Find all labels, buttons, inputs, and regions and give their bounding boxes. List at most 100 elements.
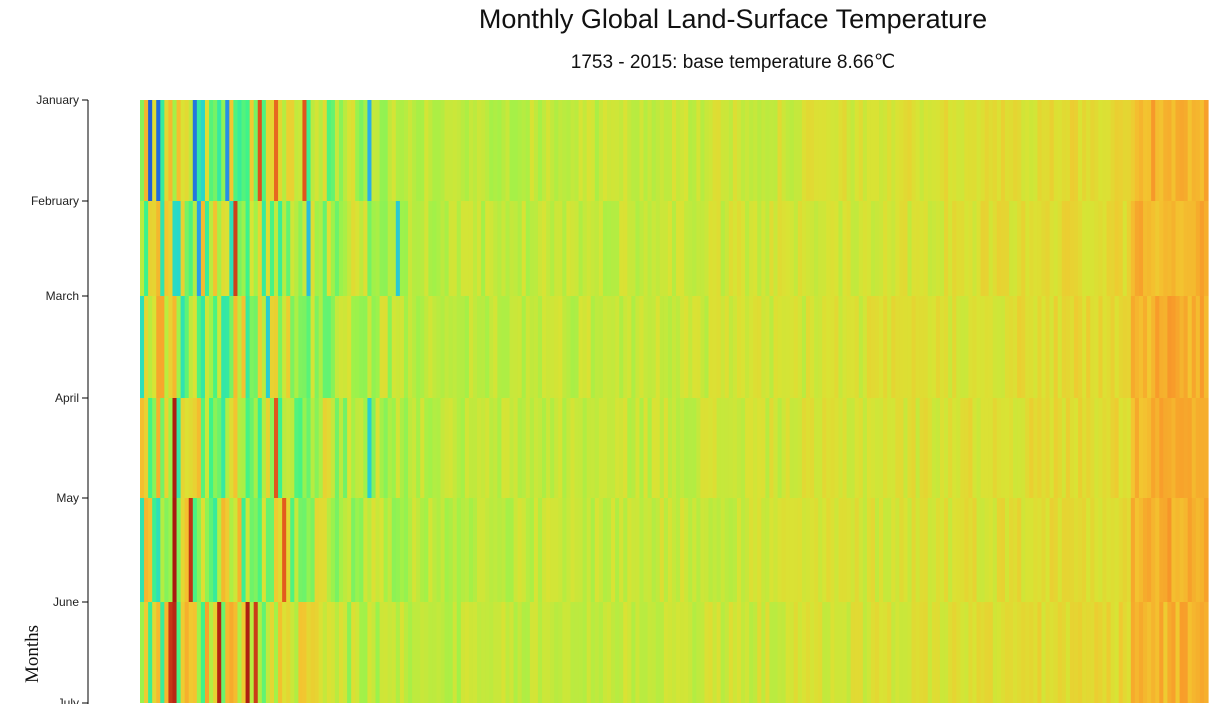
heatmap-cell[interactable] [830,201,835,296]
heatmap-cell[interactable] [1017,100,1022,201]
heatmap-cell[interactable] [814,100,819,201]
heatmap-cell[interactable] [1203,398,1209,498]
heatmap-cell[interactable] [176,296,182,398]
heatmap-cell[interactable] [192,498,198,602]
heatmap-cell[interactable] [156,100,161,201]
heatmap-cell[interactable] [420,100,425,201]
heatmap-cell[interactable] [460,296,466,398]
heatmap-cell[interactable] [444,201,450,296]
heatmap-cell[interactable] [789,296,795,398]
heatmap-cell[interactable] [1021,498,1026,602]
heatmap-cell[interactable] [643,498,649,602]
heatmap-cell[interactable] [464,602,470,703]
heatmap-cell[interactable] [761,602,766,703]
heatmap-cell[interactable] [489,296,494,398]
heatmap-cell[interactable] [213,100,218,201]
heatmap-cell[interactable] [935,100,941,201]
heatmap-cell[interactable] [1057,398,1063,498]
heatmap-cell[interactable] [858,398,864,498]
heatmap-cell[interactable] [1082,201,1087,296]
heatmap-cell[interactable] [550,100,555,201]
heatmap-cell[interactable] [992,602,998,703]
heatmap-cell[interactable] [903,602,909,703]
heatmap-cell[interactable] [907,498,913,602]
heatmap-cell[interactable] [204,398,210,498]
heatmap-cell[interactable] [542,201,547,296]
heatmap-cell[interactable] [562,100,567,201]
heatmap-cell[interactable] [330,398,336,498]
heatmap-cell[interactable] [558,296,563,398]
heatmap-cell[interactable] [680,201,685,296]
heatmap-cell[interactable] [785,296,791,398]
heatmap-cell[interactable] [513,201,519,296]
heatmap-cell[interactable] [1102,398,1108,498]
heatmap-cell[interactable] [1098,602,1104,703]
heatmap-cell[interactable] [1183,602,1189,703]
heatmap-cell[interactable] [395,201,401,296]
heatmap-cell[interactable] [501,498,507,602]
heatmap-cell[interactable] [801,296,807,398]
heatmap-cell[interactable] [875,602,880,703]
heatmap-cell[interactable] [676,498,681,602]
heatmap-cell[interactable] [700,201,706,296]
heatmap-cell[interactable] [655,498,661,602]
heatmap-cell[interactable] [278,201,283,296]
heatmap-cell[interactable] [1017,398,1022,498]
heatmap-cell[interactable] [956,296,961,398]
heatmap-cell[interactable] [777,398,783,498]
heatmap-cell[interactable] [623,100,628,201]
heatmap-cell[interactable] [140,398,145,498]
heatmap-cell[interactable] [408,498,413,602]
heatmap-cell[interactable] [416,498,421,602]
heatmap-cell[interactable] [777,602,783,703]
heatmap-cell[interactable] [371,296,377,398]
heatmap-cell[interactable] [249,398,255,498]
heatmap-cell[interactable] [842,100,848,201]
heatmap-cell[interactable] [1073,498,1079,602]
heatmap-cell[interactable] [229,201,234,296]
heatmap-cell[interactable] [1106,398,1112,498]
heatmap-cell[interactable] [241,498,247,602]
heatmap-cell[interactable] [732,398,738,498]
heatmap-cell[interactable] [196,498,202,602]
heatmap-cell[interactable] [879,498,884,602]
heatmap-cell[interactable] [334,100,340,201]
heatmap-cell[interactable] [769,296,775,398]
heatmap-cell[interactable] [355,296,360,398]
heatmap-cell[interactable] [408,201,413,296]
heatmap-cell[interactable] [420,498,425,602]
heatmap-cell[interactable] [736,498,742,602]
heatmap-cell[interactable] [1175,498,1181,602]
heatmap-cell[interactable] [862,602,868,703]
heatmap-cell[interactable] [550,498,555,602]
heatmap-cell[interactable] [1090,398,1095,498]
heatmap-cell[interactable] [261,602,267,703]
heatmap-cell[interactable] [1090,602,1095,703]
heatmap-cell[interactable] [720,602,726,703]
heatmap-cell[interactable] [355,602,360,703]
heatmap-cell[interactable] [911,602,917,703]
heatmap-cell[interactable] [294,498,299,602]
heatmap-cell[interactable] [623,296,628,398]
heatmap-cell[interactable] [769,498,775,602]
heatmap-cell[interactable] [521,100,527,201]
heatmap-cell[interactable] [700,296,706,398]
heatmap-cell[interactable] [939,296,945,398]
heatmap-cell[interactable] [838,201,844,296]
heatmap-cell[interactable] [1138,201,1144,296]
heatmap-cell[interactable] [720,498,726,602]
heatmap-cell[interactable] [1134,201,1140,296]
heatmap-cell[interactable] [176,201,182,296]
heatmap-cell[interactable] [741,498,746,602]
heatmap-cell[interactable] [497,201,503,296]
heatmap-cell[interactable] [456,602,462,703]
heatmap-cell[interactable] [631,296,637,398]
heatmap-cell[interactable] [749,201,754,296]
heatmap-cell[interactable] [1073,100,1079,201]
heatmap-cell[interactable] [493,498,498,602]
heatmap-cell[interactable] [753,296,758,398]
heatmap-cell[interactable] [700,602,706,703]
heatmap-cell[interactable] [334,498,340,602]
heatmap-cell[interactable] [152,201,157,296]
heatmap-cell[interactable] [1183,398,1189,498]
